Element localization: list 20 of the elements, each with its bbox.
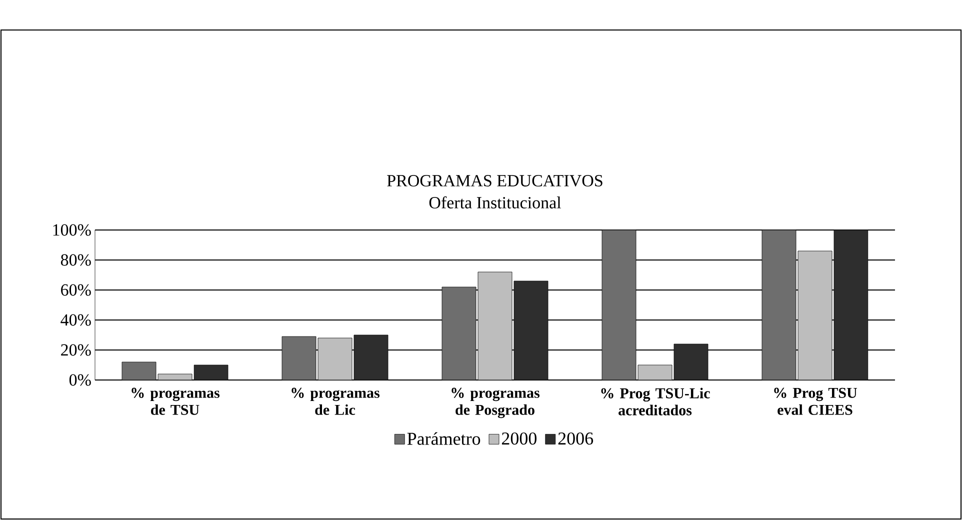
bar bbox=[798, 250, 832, 380]
y-tick-label: 80% bbox=[60, 254, 91, 266]
bar bbox=[638, 364, 672, 380]
y-tick-label: 40% bbox=[60, 314, 91, 326]
y-tick-label: 20% bbox=[61, 344, 91, 356]
legend-label: Parámetro bbox=[407, 432, 480, 445]
legend-label: 2006 bbox=[558, 432, 594, 445]
bar bbox=[478, 272, 512, 380]
x-tick-label: % Prog TSU-Lic acreditados bbox=[601, 388, 710, 416]
x-tick-label: % programas de Posgrado bbox=[452, 388, 540, 418]
x-tick-label: % programas de TSU bbox=[132, 388, 220, 415]
bar bbox=[318, 338, 352, 380]
legend-label: 2000 bbox=[502, 432, 536, 445]
chart-subtitle: Oferta Institucional bbox=[429, 196, 561, 208]
y-tick-label: 60% bbox=[61, 284, 91, 296]
y-tick-label: 100% bbox=[53, 224, 91, 236]
y-tick-label: 0% bbox=[69, 374, 91, 386]
chart-title: PROGRAMAS EDUCATIVOS bbox=[387, 175, 602, 187]
x-tick-label: % Prog TSU eval CIEES bbox=[774, 388, 857, 415]
x-tick-label: % programas de Lic bbox=[292, 388, 380, 415]
